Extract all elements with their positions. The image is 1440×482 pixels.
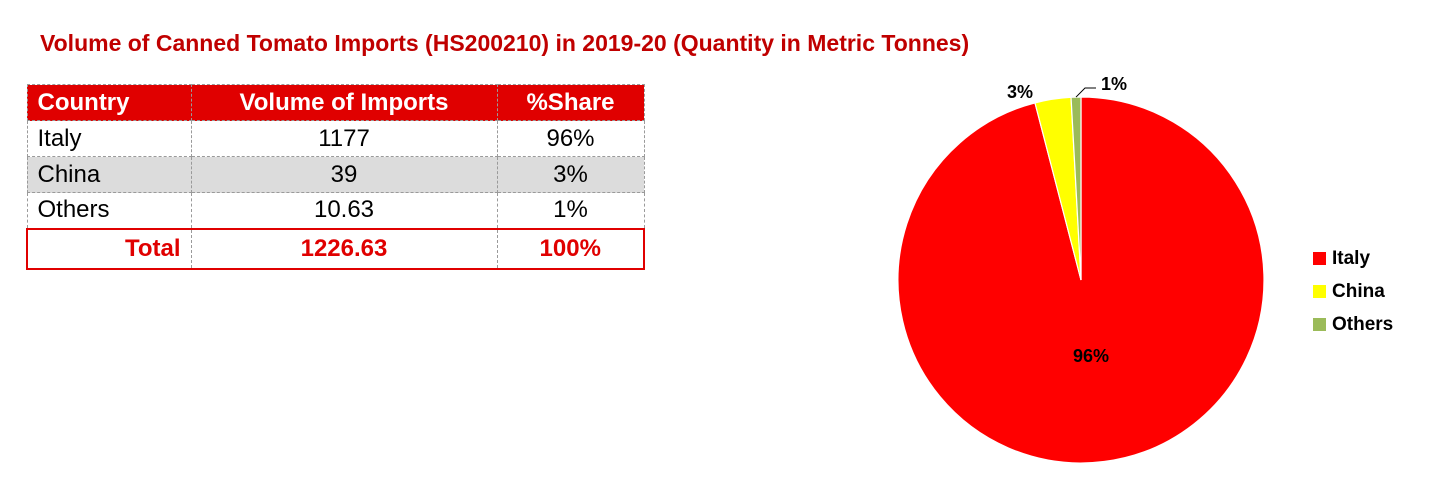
table-header-row: Country Volume of Imports %Share [26,84,645,121]
table-row: Others 10.63 1% [26,192,645,229]
data-label-italy: 96% [1073,346,1109,366]
header-share: %Share [496,84,645,121]
pie-labels: 96% 3% 1% [1007,74,1127,366]
chart-title: Volume of Canned Tomato Imports (HS20021… [40,30,970,56]
header-country: Country [26,84,192,121]
leader-line-others [1075,87,1096,98]
data-label-others: 1% [1101,74,1127,94]
chart-legend: Italy China Others [1313,248,1393,335]
total-label: Total [26,227,191,270]
table-row: Italy 1177 96% [26,120,645,157]
header-volume: Volume of Imports [190,84,498,121]
legend-swatch-italy [1313,252,1326,265]
cell-country: Italy [26,120,192,157]
cell-country: China [26,156,192,193]
legend-swatch-china [1313,285,1326,298]
legend-label-italy: Italy [1332,248,1370,269]
total-volume: 1226.63 [190,227,497,270]
cell-share: 1% [496,192,645,229]
cell-country: Others [26,192,192,229]
imports-table: Country Volume of Imports %Share Italy 1… [26,84,645,270]
total-share: 100% [496,227,645,270]
pie-slices [897,96,1265,464]
legend-label-china: China [1332,281,1385,302]
legend-swatch-others [1313,318,1326,331]
cell-share: 3% [496,156,645,193]
cell-volume: 1177 [190,120,498,157]
data-label-china: 3% [1007,82,1033,102]
table-total-row: Total 1226.63 100% [26,227,645,270]
pie-slice-others [1070,96,1082,281]
legend-label-others: Others [1332,314,1393,335]
